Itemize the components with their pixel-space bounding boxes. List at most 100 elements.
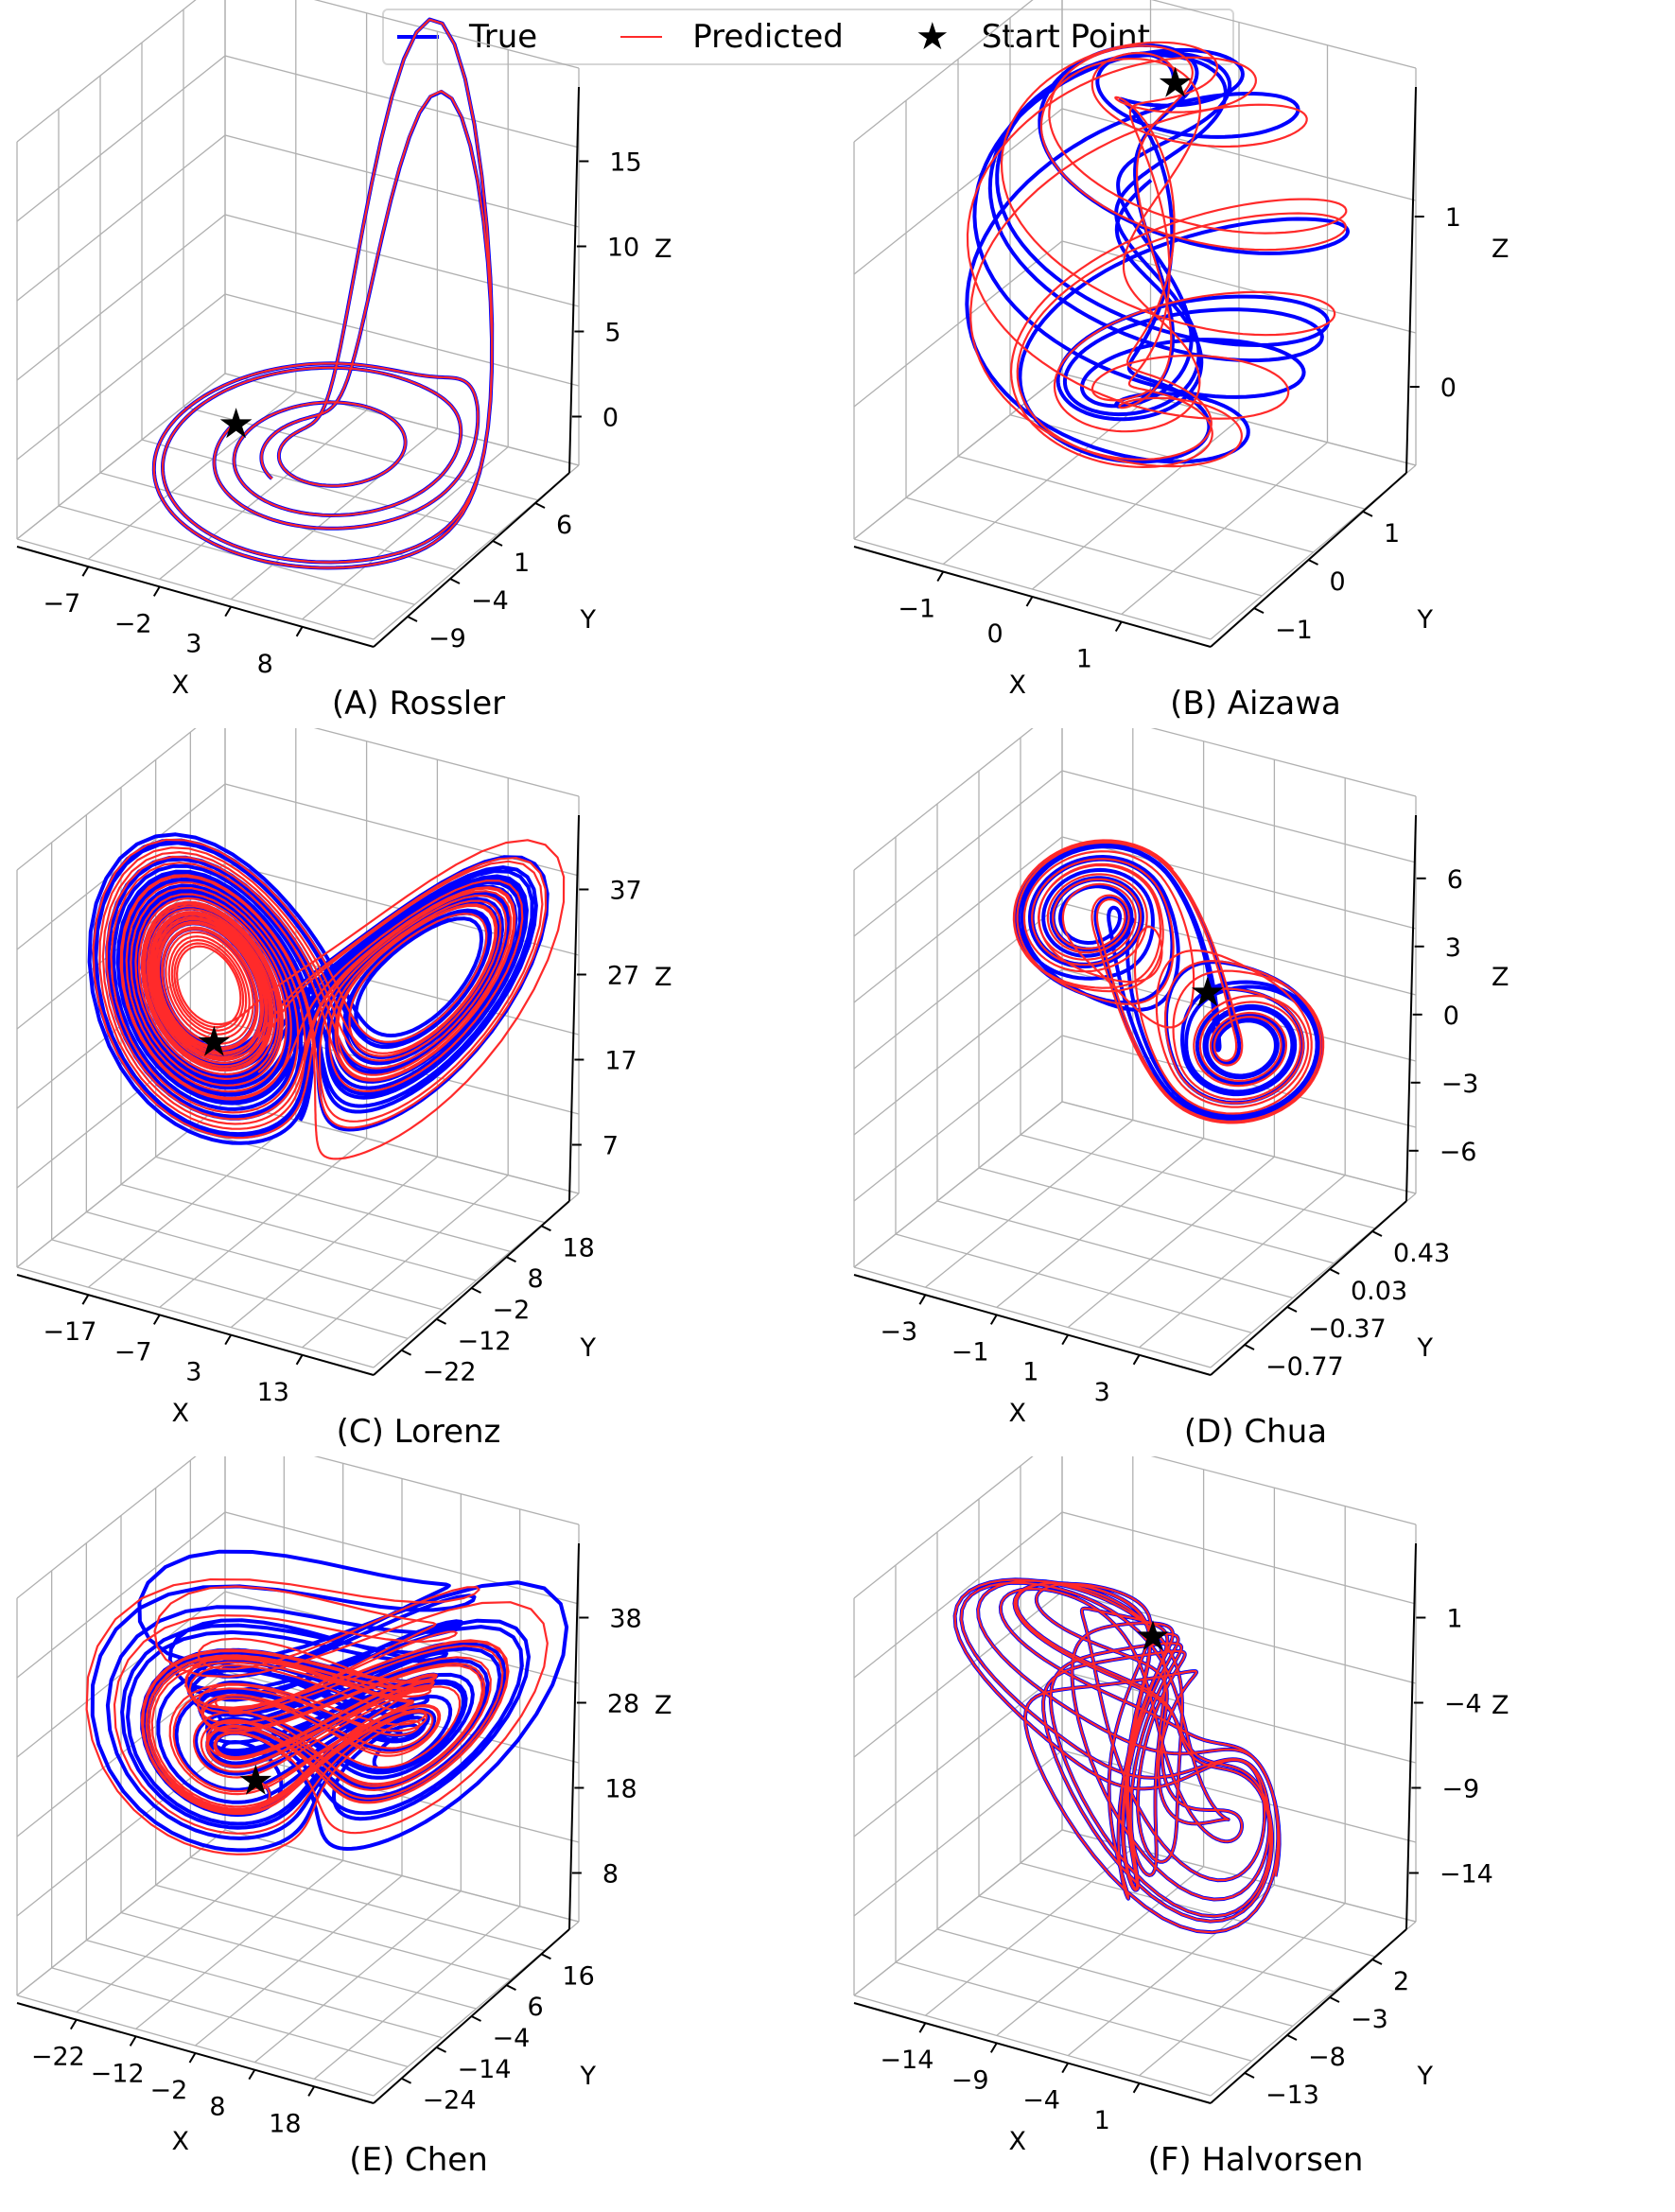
start-point-star-icon: ★ — [1134, 1612, 1171, 1661]
z-tick-label: 0 — [1443, 1001, 1459, 1031]
y-tick-label: −13 — [1265, 2081, 1319, 2110]
x-tick-label: −12 — [91, 2059, 145, 2088]
axes-box: −1 0 1 −1 0 1 0 1 X Y Z — [853, 0, 1509, 700]
y-tick-label: −1 — [1275, 616, 1313, 645]
y-tick-label: −24 — [423, 2086, 477, 2116]
z-tick-label: 17 — [604, 1047, 637, 1076]
plot-lorenz: −17 −7 3 13 −22−12−28 18 7 17 27 37 X Y Z ★ — [16, 728, 672, 1428]
y-tick-label: 0.43 — [1393, 1239, 1450, 1268]
x-tick-label: 3 — [185, 630, 201, 659]
star-icon: ★ — [915, 15, 950, 59]
red-line-icon — [620, 36, 663, 38]
z-tick-label: 1 — [1446, 1605, 1462, 1634]
z-axis-label: Z — [654, 235, 672, 264]
caption-aizawa: (B) Aizawa — [1170, 685, 1341, 723]
z-axis-label: Z — [1492, 963, 1509, 992]
plot-rossler: −7 −2 3 8 −9−416 0 5 10 15 X Y Z ★ — [16, 0, 672, 700]
y-axis-label: Y — [1417, 1333, 1434, 1363]
y-axis-label: Y — [1417, 605, 1434, 635]
z-tick-label: 0 — [1440, 374, 1457, 403]
y-tick-label: −0.77 — [1265, 1352, 1344, 1382]
y-tick-label: −22 — [423, 1358, 477, 1387]
z-axis-label: Z — [1492, 1691, 1509, 1720]
x-tick-label: −2 — [150, 2076, 188, 2105]
predicted-trajectory — [85, 1578, 549, 1855]
z-tick-label: 15 — [609, 148, 641, 178]
x-tick-label: 18 — [269, 2109, 301, 2138]
x-tick-label: −7 — [114, 1337, 152, 1367]
legend-label-true: True — [469, 18, 538, 56]
z-tick-label: 28 — [607, 1690, 639, 1719]
legend-entry-predicted: Predicted — [609, 18, 916, 56]
plot-chua: −3 −1 1 3 −0.77 −0.37 0.03 0.43 −6 −3 0 3 6 X Y Z ★ — [853, 728, 1509, 1428]
x-tick-label: 8 — [209, 2093, 225, 2122]
z-tick-label: −3 — [1441, 1070, 1479, 1099]
x-tick-label: −22 — [31, 2043, 85, 2072]
plot-aizawa: −1 0 1 −1 0 1 0 1 X Y Z ★ — [853, 0, 1509, 700]
z-tick-label: −6 — [1439, 1138, 1477, 1167]
x-tick-label: −9 — [951, 2065, 989, 2095]
y-tick-label: −3 — [1351, 2005, 1388, 2034]
z-tick-label: −9 — [1441, 1775, 1479, 1804]
y-tick-label: 8 — [527, 1264, 543, 1294]
plot-chen: −22−12−2 8 18 −24−14−46 16 8 18 28 38 X Y Z ★ — [16, 1456, 672, 2156]
z-tick-label: −14 — [1439, 1860, 1493, 1890]
panel-rossler: −7 −2 3 8 −9 −4 1 6 0 5 10 15 X Y Z ★ (A) Rossler — [0, 0, 837, 728]
z-tick-label: 0 — [602, 404, 619, 433]
start-point-star-icon: ★ — [196, 1019, 233, 1067]
predicted-trajectory — [92, 838, 566, 1160]
z-tick-label: 1 — [1445, 203, 1461, 233]
x-tick-label: −17 — [43, 1317, 96, 1347]
y-tick-label: −0.37 — [1308, 1315, 1387, 1344]
x-tick-label: 3 — [185, 1358, 201, 1387]
z-tick-label: 18 — [604, 1775, 637, 1804]
z-axis-label: Z — [654, 1691, 672, 1720]
x-tick-label: 0 — [987, 619, 1003, 649]
y-tick-label: 16 — [562, 1961, 594, 1991]
start-point-star-icon: ★ — [218, 400, 254, 448]
y-axis-label: Y — [580, 605, 597, 635]
panel-aizawa: −1 0 1 −1 0 1 0 1 X Y Z ★ (B) Aizawa — [837, 0, 1674, 728]
y-tick-label: −12 — [458, 1327, 512, 1356]
x-tick-label: 8 — [257, 650, 273, 679]
y-tick-label: 0 — [1330, 567, 1346, 597]
y-axis-label: Y — [580, 1333, 597, 1363]
y-tick-label: −14 — [458, 2055, 512, 2084]
panel-halvorsen: −14 −9 −4 1 −13 −8 −3 2 −14 −9 −4 1 X Y Z ★ (F) Halvors… — [837, 1456, 1674, 2185]
y-tick-label: 1 — [514, 549, 530, 578]
x-tick-label: −3 — [880, 1317, 917, 1347]
x-tick-label: −14 — [880, 2046, 933, 2075]
z-tick-label: 37 — [609, 877, 641, 906]
start-point-star-icon: ★ — [237, 1757, 274, 1805]
plot-halvorsen: −14 −9 −4 1 −13 −8−32 −14 −9 −4 1 X Y Z ★ — [853, 1456, 1509, 2156]
x-tick-label: 3 — [1094, 1378, 1110, 1407]
x-axis-label: X — [1009, 2127, 1027, 2156]
x-axis-label: X — [1009, 1399, 1027, 1428]
z-tick-label: 7 — [602, 1132, 619, 1161]
x-tick-label: −4 — [1022, 2086, 1060, 2116]
y-tick-label: 1 — [1384, 519, 1400, 549]
caption-lorenz: (C) Lorenz — [336, 1413, 501, 1451]
predicted-trajectory — [953, 1578, 1281, 1934]
y-tick-label: −4 — [471, 586, 509, 616]
axes-box: −14 −9 −4 1 −13 −8−32 −14 −9 −4 1 X Y Z — [853, 1456, 1509, 2156]
start-point-star-icon: ★ — [1189, 968, 1226, 1017]
caption-chen: (E) Chen — [349, 2141, 488, 2179]
x-axis-label: X — [172, 671, 190, 700]
legend-label-predicted: Predicted — [692, 18, 844, 56]
x-tick-label: −2 — [114, 609, 152, 638]
y-tick-label: −4 — [493, 2024, 531, 2053]
blue-line-icon — [397, 35, 439, 39]
caption-chua: (D) Chua — [1183, 1413, 1328, 1451]
panel-chua: −3 −1 1 3 −0.77 −0.37 0.03 0.43 −6 −3 0 3 6 X Y Z ★ (D) … — [837, 728, 1674, 1456]
x-axis-label: X — [172, 1399, 190, 1428]
predicted-trajectory — [966, 41, 1348, 468]
x-tick-label: 1 — [1094, 2106, 1110, 2135]
z-tick-label: 10 — [607, 234, 639, 263]
z-axis-label: Z — [654, 963, 672, 992]
legend-entry-true: True — [384, 18, 609, 56]
z-tick-label: 5 — [604, 319, 620, 348]
predicted-trajectory — [1012, 839, 1325, 1124]
caption-halvorsen: (F) Halvorsen — [1147, 2141, 1364, 2179]
z-tick-label: 6 — [1447, 865, 1463, 895]
